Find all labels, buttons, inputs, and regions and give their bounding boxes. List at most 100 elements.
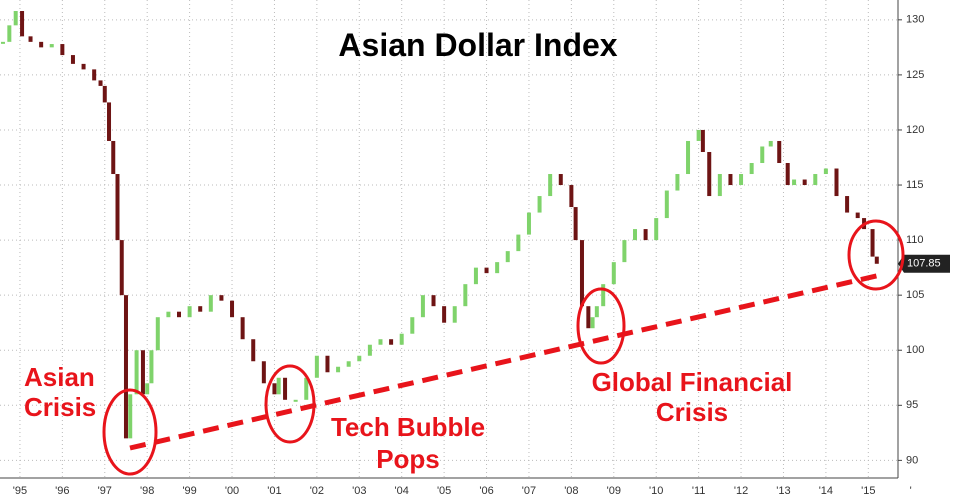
price-bar	[304, 377, 309, 400]
x-tick-label: '09	[607, 485, 621, 497]
x-tick-label: '14	[819, 485, 833, 497]
price-bar	[484, 267, 489, 274]
x-tick-label: '95	[13, 485, 27, 497]
price-bar	[28, 36, 33, 42]
last-value-label: 107.85	[907, 258, 941, 270]
x-tick-label: '96	[55, 485, 69, 497]
y-tick-label: 105	[906, 289, 924, 301]
price-bar	[442, 306, 447, 323]
x-tick-label: '97	[98, 485, 112, 497]
ticks: 90 95 100 105 110 115 120 125 130 '95 '96 '97 '98 '99…	[13, 14, 950, 497]
annotation: Asian	[24, 362, 95, 392]
marks	[0, 11, 879, 439]
price-bar	[128, 394, 133, 439]
price-bar	[20, 11, 25, 37]
annotation: Pops	[376, 444, 440, 474]
price-bar	[123, 295, 128, 439]
price-bar	[537, 196, 542, 213]
price-bar	[230, 300, 235, 318]
price-bar	[420, 295, 425, 318]
price-bar	[134, 350, 139, 395]
price-bar	[198, 306, 203, 312]
price-bar	[155, 317, 160, 351]
price-bar	[177, 311, 182, 318]
price-bar	[81, 63, 86, 70]
x-tick-label: '04	[395, 485, 409, 497]
x-tick-label: '05	[437, 485, 451, 497]
price-bar	[149, 350, 154, 384]
price-bar	[700, 129, 705, 152]
price-bar	[187, 306, 192, 318]
price-bar	[696, 129, 701, 141]
price-bar	[569, 185, 574, 208]
price-bar	[325, 355, 330, 373]
price-bar	[314, 355, 319, 378]
last-value-box	[898, 254, 950, 273]
price-bar	[463, 284, 468, 307]
price-bar	[573, 207, 578, 241]
price-bar	[760, 146, 765, 164]
price-bar	[739, 174, 744, 186]
x-tick-label: '08	[564, 485, 578, 497]
price-bar	[834, 168, 839, 197]
price-bar	[579, 240, 584, 307]
price-bar	[251, 339, 256, 362]
price-bar	[336, 366, 341, 373]
x-tick-label: '01	[267, 485, 281, 497]
annotation: Crisis	[24, 392, 96, 422]
x-tick-label: '99	[182, 485, 196, 497]
x-tick-label: '03	[352, 485, 366, 497]
x-tick-label: '10	[649, 485, 663, 497]
y-tick-label: 125	[906, 69, 924, 81]
price-bar	[768, 140, 773, 147]
price-bar	[7, 25, 12, 42]
x-tick-label: '00	[225, 485, 239, 497]
x-tick-label: '12	[734, 485, 748, 497]
grid	[0, 0, 898, 478]
price-bar	[115, 174, 120, 241]
price-bar	[166, 311, 171, 318]
price-bar	[452, 306, 457, 323]
price-bar	[473, 267, 478, 285]
annotation: Global Financial	[592, 367, 793, 397]
trend-line	[129, 271, 886, 451]
price-bar	[145, 383, 150, 395]
y-tick-label: 100	[906, 344, 924, 356]
price-bar	[686, 140, 691, 175]
annotation: Crisis	[656, 397, 728, 427]
price-bar	[728, 174, 733, 186]
annotation: Tech Bubble	[331, 412, 485, 442]
y-tick-label: 95	[906, 399, 918, 411]
price-bar	[39, 41, 44, 48]
price-bar	[293, 399, 298, 402]
price-bar	[870, 229, 875, 257]
price-bar	[60, 44, 65, 56]
circle	[576, 287, 626, 365]
x-tick-label: '02	[310, 485, 324, 497]
price-bar	[410, 317, 415, 334]
y-tick-label: 130	[906, 14, 924, 26]
price-bar	[240, 317, 245, 340]
price-bar	[749, 163, 754, 175]
price-bar	[526, 212, 531, 235]
y-tick-label: 115	[906, 179, 924, 191]
price-bar	[823, 168, 828, 175]
price-bar	[777, 140, 782, 164]
price-bar	[654, 218, 659, 241]
price-bar	[505, 251, 510, 263]
price-bar	[346, 361, 351, 367]
x-tick-label: '15	[861, 485, 875, 497]
price-bar	[495, 262, 500, 274]
price-bar	[399, 333, 404, 345]
price-bar	[49, 44, 54, 48]
price-bar	[643, 229, 648, 241]
circle	[847, 219, 905, 291]
price-bar	[792, 179, 797, 186]
price-bar	[261, 361, 266, 384]
price-bar	[594, 306, 599, 318]
price-bar	[633, 229, 638, 241]
chart-title: Asian Dollar Index	[338, 27, 617, 63]
